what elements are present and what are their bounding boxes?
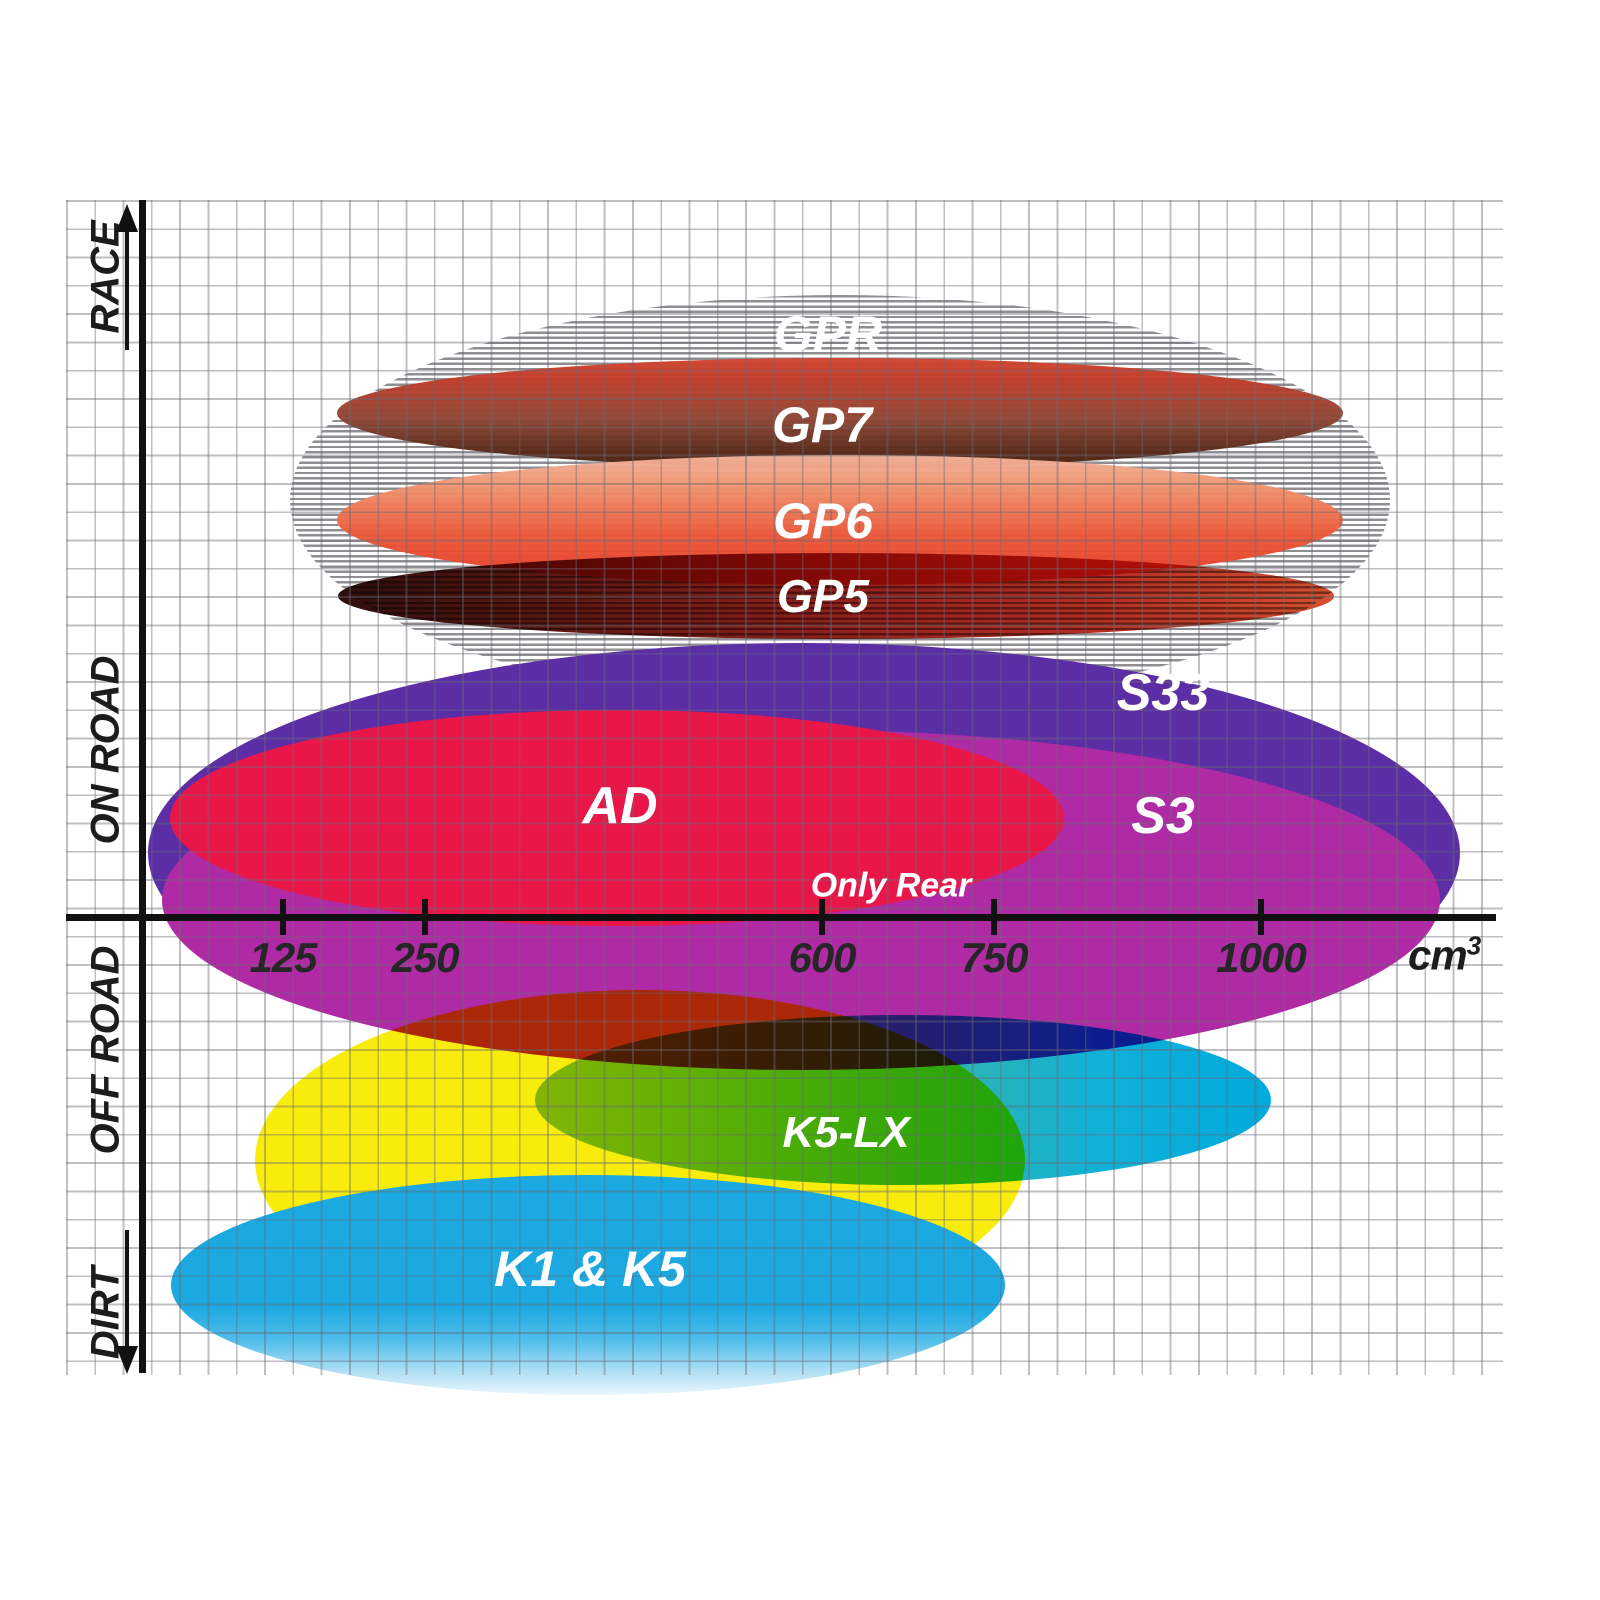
ad-ellipse [170, 710, 1064, 926]
x-tick-250 [422, 899, 428, 935]
x-axis-unit-label: cm3 [1408, 930, 1482, 980]
unit-exponent: 3 [1466, 930, 1482, 961]
gp7-ellipse [337, 358, 1343, 468]
k1k5-label: K1 & K5 [494, 1241, 686, 1297]
x-axis-line [66, 914, 1496, 921]
x-tick-label-600: 600 [788, 934, 856, 981]
gp5-ellipse [338, 553, 1334, 639]
ad-label: AD [582, 777, 658, 835]
race-direction-arrow-up-icon [116, 204, 138, 232]
dirt-direction-arrow-shaft [125, 1230, 129, 1350]
y-category-race: RACE [83, 220, 128, 334]
y-axis-line [139, 200, 146, 1373]
y-category-off-road: OFF ROAD [83, 945, 128, 1155]
k5lx-ellipse [535, 1015, 1271, 1185]
x-tick-label-1000: 1000 [1216, 934, 1306, 981]
s33-label: S33 [1116, 664, 1210, 722]
only-rear-annotation: Only Rear [810, 866, 972, 905]
x-tick-label-750: 750 [960, 934, 1028, 981]
gp6-label: GP6 [772, 493, 874, 549]
x-tick-label-125: 125 [249, 934, 317, 981]
gp5-label: GP5 [776, 570, 870, 622]
k5lx-label: K5-LX [782, 1108, 910, 1157]
unit-text: cm [1408, 931, 1468, 979]
x-tick-125 [280, 899, 286, 935]
x-tick-600 [819, 899, 825, 935]
gpr-label: GPR [773, 306, 883, 362]
y-category-on-road: ON ROAD [83, 655, 128, 845]
s3-label: S3 [1131, 787, 1195, 845]
x-tick-label-250: 250 [391, 934, 459, 981]
x-tick-750 [991, 899, 997, 935]
x-tick-1000 [1258, 899, 1264, 935]
race-direction-arrow-shaft [125, 224, 129, 350]
gp7-label: GP7 [771, 397, 873, 453]
k1k5-ellipse [171, 1175, 1005, 1395]
dirt-direction-arrow-down-icon [116, 1346, 138, 1374]
